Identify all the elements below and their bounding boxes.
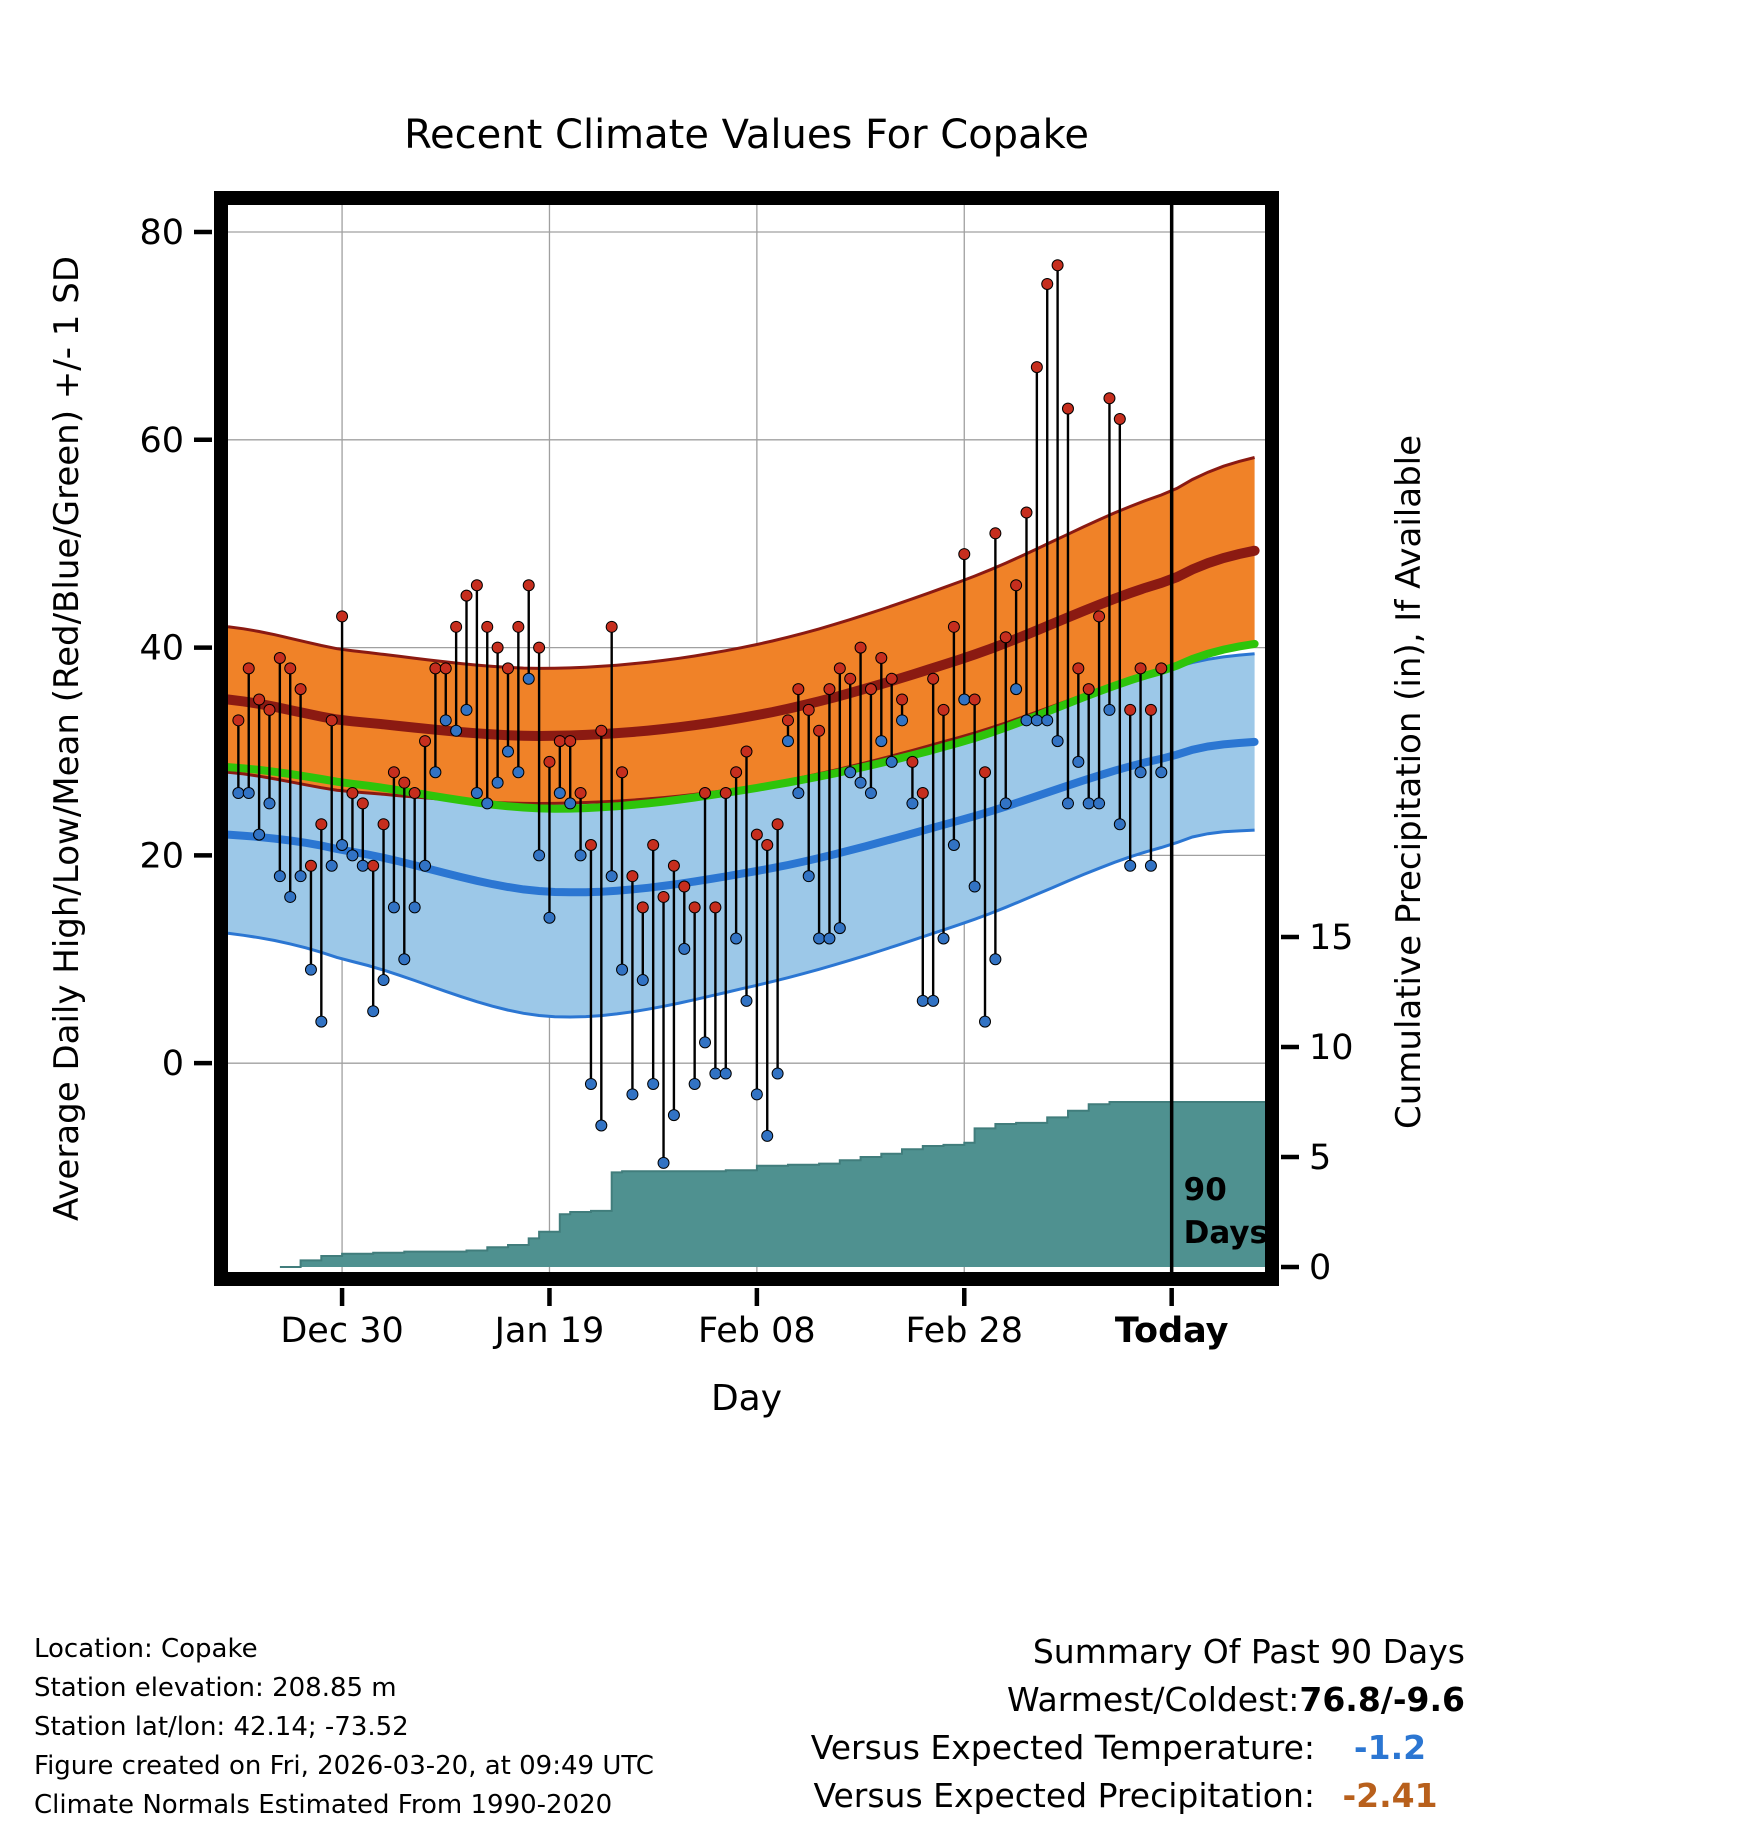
footer-normals-note: Climate Normals Estimated From 1990-2020: [34, 1790, 613, 1820]
summary-title: Summary Of Past 90 Days: [1032, 1632, 1465, 1671]
svg-text:Jan 19: Jan 19: [493, 1311, 605, 1351]
svg-text:Feb 28: Feb 28: [905, 1311, 1023, 1351]
svg-text:Dec 30: Dec 30: [280, 1311, 403, 1351]
svg-text:Today: Today: [1115, 1311, 1229, 1351]
vs-expected-precip-value: -2.41: [1342, 1776, 1438, 1815]
summary-block: Summary Of Past 90 Days Warmest/Coldest:…: [811, 1628, 1465, 1820]
svg-text:60: 60: [139, 421, 184, 461]
svg-text:0: 0: [1309, 1248, 1331, 1288]
svg-text:Cumulative Precipitation (in),: Cumulative Precipitation (in), If Availa…: [1389, 435, 1429, 1129]
svg-text:Days: Days: [1184, 1215, 1268, 1251]
svg-text:20: 20: [139, 836, 184, 876]
summary-row-vs-precip: Versus Expected Precipitation: -2.41: [811, 1772, 1465, 1820]
warmest-coldest-label: Warmest/Coldest:: [1007, 1680, 1300, 1719]
vs-expected-temp-label: Versus Expected Temperature:: [810, 1728, 1315, 1767]
svg-text:Feb 08: Feb 08: [698, 1311, 816, 1351]
vs-expected-temp-value: -1.2: [1353, 1728, 1427, 1767]
summary-row-vs-temp: Versus Expected Temperature: -1.2: [811, 1724, 1465, 1772]
chart-title: Recent Climate Values For Copake: [404, 112, 1089, 158]
svg-text:10: 10: [1309, 1028, 1354, 1068]
svg-text:Average Daily High/Low/Mean (R: Average Daily High/Low/Mean (Red/Blue/Gr…: [47, 256, 87, 1221]
svg-text:40: 40: [139, 629, 184, 669]
svg-text:Day: Day: [711, 1378, 782, 1419]
footer-elevation: Station elevation: 208.85 m: [34, 1673, 397, 1703]
summary-row-warmest-coldest: Warmest/Coldest: 76.8/-9.6: [811, 1676, 1465, 1724]
svg-text:5: 5: [1309, 1138, 1331, 1178]
footer-location: Location: Copake: [34, 1634, 258, 1664]
svg-text:15: 15: [1309, 918, 1354, 958]
vs-expected-precip-label: Versus Expected Precipitation:: [813, 1776, 1315, 1815]
footer-latlon: Station lat/lon: 42.14; -73.52: [34, 1712, 409, 1742]
warmest-coldest-value: 76.8/-9.6: [1299, 1680, 1465, 1719]
footer-info: Location: Copake Station elevation: 208.…: [34, 1630, 654, 1825]
footer-created: Figure created on Fri, 2026-03-20, at 09…: [34, 1751, 654, 1781]
svg-text:0: 0: [162, 1044, 184, 1084]
svg-text:90: 90: [1184, 1172, 1227, 1208]
svg-text:80: 80: [139, 213, 184, 253]
